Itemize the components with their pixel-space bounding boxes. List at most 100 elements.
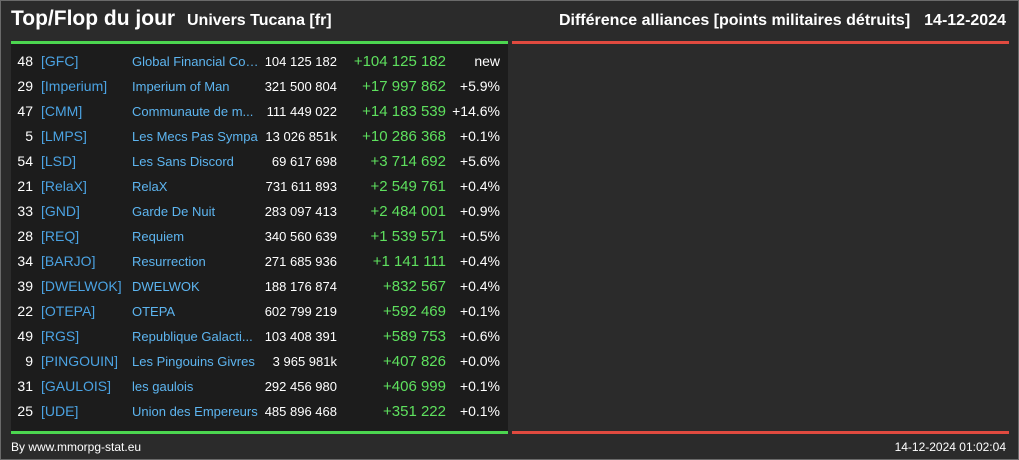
alliance-name-link[interactable]: OTEPA (132, 304, 176, 319)
flop-panel-bottom-bar (512, 431, 1009, 434)
source-link[interactable]: By www.mmorpg-stat.eu (11, 440, 142, 454)
alliance-name-link[interactable]: Les Mecs Pas Sympa (132, 129, 258, 144)
alliance-name-link[interactable]: Les Pingouins Givres (132, 354, 255, 369)
alliance-name-link[interactable]: Republique Galacti... (132, 329, 253, 344)
percent-cell: +0.1% (459, 378, 500, 394)
top-list: 48 [GFC] Global Financial Coa... 104 125 18… (11, 49, 508, 424)
percent-cell: +0.0% (459, 353, 500, 369)
percent-cell: +0.9% (459, 203, 500, 219)
diff-cell: +17 997 862 (362, 78, 446, 95)
alliance-tag-link[interactable]: [LMPS] (41, 128, 87, 144)
diff-cell: +592 469 (383, 303, 446, 320)
rank-cell: 28 (17, 228, 33, 244)
table-row: 31 [GAULOIS] les gaulois 292 456 980 +406 99… (11, 374, 508, 399)
alliance-tag-link[interactable]: [OTEPA] (41, 303, 96, 319)
alliance-tag-link[interactable]: [RGS] (41, 328, 80, 344)
points-cell: 485 896 468 (264, 404, 337, 419)
table-row: 54 [LSD] Les Sans Discord 69 617 698 +3 714 … (11, 149, 508, 174)
diff-cell: +1 539 571 (370, 228, 447, 245)
alliance-tag-link[interactable]: [UDE] (41, 403, 79, 419)
rank-cell: 31 (17, 378, 33, 394)
alliance-name-link[interactable]: Communaute de m... (132, 104, 254, 119)
alliance-tag-link[interactable]: [CMM] (41, 103, 83, 119)
table-row: 21 [RelaX] RelaX 731 611 893 +2 549 761 +0.4% (11, 174, 508, 199)
percent-cell: +14.6% (452, 103, 500, 119)
percent-cell: +5.6% (459, 153, 500, 169)
rank-cell: 39 (17, 278, 33, 294)
diff-cell: +1 141 111 (372, 253, 446, 270)
rank-cell: 54 (17, 153, 33, 169)
points-cell: 103 408 391 (264, 329, 337, 344)
rank-cell: 33 (17, 203, 33, 219)
alliance-tag-link[interactable]: [Imperium] (41, 78, 108, 94)
percent-cell: +0.1% (459, 128, 500, 144)
alliance-tag-link[interactable]: [GND] (41, 203, 80, 219)
alliance-tag-link[interactable]: [GFC] (41, 53, 79, 69)
rank-cell: 22 (17, 303, 33, 319)
table-row: 28 [REQ] Requiem 340 560 639 +1 539 571 +0.5% (11, 224, 508, 249)
alliance-name-link[interactable]: Union des Empereurs (132, 404, 258, 419)
alliance-name-link[interactable]: les gaulois (132, 379, 194, 394)
percent-cell: +0.5% (459, 228, 500, 244)
diff-cell: +104 125 182 (353, 53, 446, 70)
page-title: Top/Flop du jour (11, 7, 176, 30)
diff-cell: +14 183 539 (362, 103, 446, 120)
alliance-name-link[interactable]: Garde De Nuit (132, 204, 216, 219)
diff-cell: +406 999 (383, 378, 446, 395)
alliance-name-link[interactable]: Requiem (132, 229, 185, 244)
rank-cell: 25 (17, 403, 33, 419)
alliance-tag-link[interactable]: [GAULOIS] (41, 378, 112, 394)
diff-cell: +10 286 368 (362, 128, 446, 145)
diff-cell: +832 567 (383, 278, 446, 295)
top-panel-bottom-bar (11, 431, 508, 434)
diff-cell: +2 484 001 (370, 203, 447, 220)
rank-cell: 48 (17, 53, 33, 69)
points-cell: 340 560 639 (264, 229, 337, 244)
percent-cell: +0.6% (459, 328, 500, 344)
table-row: 48 [GFC] Global Financial Coa... 104 125 18… (11, 49, 508, 74)
flop-panel (512, 41, 1009, 434)
alliance-name-link[interactable]: Global Financial Coa... (132, 54, 260, 69)
points-cell: 3 965 981k (272, 354, 337, 369)
diff-cell: +407 826 (383, 353, 446, 370)
points-cell: 283 097 413 (264, 204, 337, 219)
points-cell: 321 500 804 (264, 79, 337, 94)
table-row: 5 [LMPS] Les Mecs Pas Sympa 13 026 851k +10 … (11, 124, 508, 149)
points-cell: 731 611 893 (265, 179, 337, 194)
table-row: 33 [GND] Garde De Nuit 283 097 413 +2 484 00… (11, 199, 508, 224)
table-row: 47 [CMM] Communaute de m... 111 449 022 +14 … (11, 99, 508, 124)
percent-cell: +0.4% (459, 278, 500, 294)
table-row: 49 [RGS] Republique Galacti... 103 408 391 +… (11, 324, 508, 349)
table-row: 34 [BARJO] Resurrection 271 685 936 +1 141 1… (11, 249, 508, 274)
table-row: 9 [PINGOUIN] Les Pingouins Givres 3 965 981… (11, 349, 508, 374)
rank-cell: 9 (25, 353, 33, 369)
points-cell: 271 685 936 (264, 254, 337, 269)
rank-cell: 34 (17, 253, 33, 269)
points-cell: 104 125 182 (264, 54, 337, 69)
alliance-tag-link[interactable]: [LSD] (41, 153, 77, 169)
alliance-name-link[interactable]: Resurrection (132, 254, 206, 269)
top-panel: 48 [GFC] Global Financial Coa... 104 125 18… (11, 41, 508, 434)
footer-timestamp: 14-12-2024 01:02:04 (894, 440, 1006, 454)
alliance-tag-link[interactable]: [REQ] (41, 228, 80, 244)
points-cell: 111 449 022 (266, 104, 337, 119)
alliance-name-link[interactable]: RelaX (132, 179, 168, 194)
alliance-tag-link[interactable]: [RelaX] (41, 178, 87, 194)
alliance-name-link[interactable]: DWELWOK (132, 279, 200, 294)
percent-cell: +0.4% (459, 178, 500, 194)
percent-cell: +5.9% (459, 78, 500, 94)
top-panel-top-bar (11, 41, 508, 44)
rank-cell: 29 (17, 78, 33, 94)
alliance-name-link[interactable]: Imperium of Man (132, 79, 230, 94)
alliance-tag-link[interactable]: [DWELWOK] (41, 278, 122, 294)
points-cell: 292 456 980 (264, 379, 337, 394)
flop-panel-top-bar (512, 41, 1009, 44)
rank-cell: 21 (17, 178, 33, 194)
alliance-name-link[interactable]: Les Sans Discord (132, 154, 234, 169)
percent-cell: +0.1% (459, 303, 500, 319)
alliance-tag-link[interactable]: [BARJO] (41, 253, 96, 269)
alliance-tag-link[interactable]: [PINGOUIN] (41, 353, 119, 369)
points-cell: 13 026 851k (265, 129, 337, 144)
rank-cell: 5 (25, 128, 33, 144)
